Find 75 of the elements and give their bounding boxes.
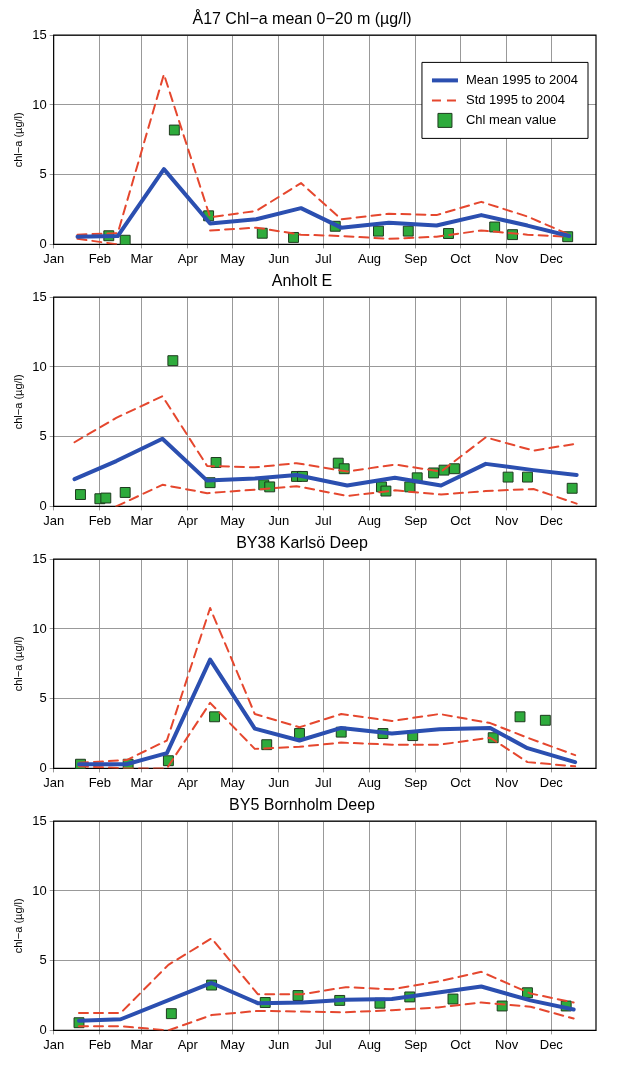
x-tick-label: Nov: [495, 774, 519, 790]
y-tick-label: 5: [39, 166, 47, 182]
legend-label: Mean 1995 to 2004: [465, 71, 579, 87]
x-tick-label: Jun: [268, 1036, 290, 1052]
y-tick-label: 5: [39, 690, 47, 706]
y-axis-title: chl−a (µg/l): [11, 898, 24, 954]
x-tick-label: Feb: [88, 774, 112, 790]
x-tick-label: Mar: [130, 250, 154, 266]
x-tick-label: Aug: [357, 1036, 382, 1052]
x-tick-label: Aug: [357, 512, 382, 528]
x-tick-label: Apr: [177, 774, 199, 790]
x-tick-label: Feb: [88, 512, 112, 528]
x-tick-label: Mar: [130, 1036, 154, 1052]
x-tick-label: Jul: [315, 774, 332, 790]
x-tick-label: May: [220, 250, 246, 266]
x-tick-label: Oct: [450, 512, 471, 528]
y-tick-label: 15: [32, 26, 47, 42]
x-tick-label: Jun: [268, 774, 290, 790]
y-tick-label: 0: [39, 235, 47, 251]
x-tick-label: Aug: [357, 250, 382, 266]
x-tick-label: Oct: [450, 774, 471, 790]
chart-title: Anholt E: [271, 272, 333, 290]
y-tick-label: 0: [39, 497, 47, 513]
x-tick-label: Apr: [177, 512, 199, 528]
x-tick-label: Jul: [315, 512, 332, 528]
legend-label: Std 1995 to 2004: [465, 91, 565, 107]
x-tick-label: Jun: [268, 250, 290, 266]
x-tick-label: May: [220, 512, 246, 528]
x-tick-label: Sep: [404, 512, 428, 528]
x-tick-label: Sep: [404, 250, 428, 266]
x-tick-label: Dec: [539, 250, 564, 266]
chart-title: Å17 Chl−a mean 0−20 m (µg/l): [192, 9, 412, 28]
y-tick-label: 15: [32, 550, 47, 566]
x-tick-label: Sep: [404, 774, 428, 790]
x-tick-label: Dec: [539, 512, 564, 528]
y-tick-label: 0: [39, 759, 47, 775]
x-tick-label: Mar: [130, 512, 154, 528]
y-tick-label: 10: [32, 96, 47, 112]
x-tick-label: Aug: [357, 774, 382, 790]
y-axis-title: chl−a (µg/l): [11, 112, 24, 168]
y-tick-label: 15: [32, 288, 47, 304]
y-tick-label: 15: [32, 812, 47, 828]
x-tick-label: May: [220, 774, 246, 790]
chart-title: BY38 Karlsö Deep: [236, 534, 368, 552]
x-tick-label: Jan: [43, 774, 65, 790]
y-tick-label: 5: [39, 952, 47, 968]
x-tick-label: Mar: [130, 774, 154, 790]
x-tick-label: May: [220, 1036, 246, 1052]
x-tick-label: Dec: [539, 774, 564, 790]
y-tick-label: 10: [32, 882, 47, 898]
x-tick-label: Nov: [495, 250, 519, 266]
x-tick-label: Jul: [315, 250, 332, 266]
x-tick-label: Jan: [43, 512, 65, 528]
x-tick-label: Feb: [88, 250, 112, 266]
x-tick-label: Apr: [177, 1036, 199, 1052]
x-tick-label: Nov: [495, 1036, 519, 1052]
y-tick-label: 10: [32, 358, 47, 374]
x-tick-label: Apr: [177, 250, 199, 266]
x-tick-label: Feb: [88, 1036, 112, 1052]
x-tick-label: Sep: [404, 1036, 428, 1052]
x-tick-label: Oct: [450, 1036, 471, 1052]
x-tick-label: Jun: [268, 512, 290, 528]
x-tick-label: Nov: [495, 512, 519, 528]
x-tick-label: Dec: [539, 1036, 564, 1052]
y-axis-title: chl−a (µg/l): [11, 374, 24, 430]
y-tick-label: 0: [39, 1021, 47, 1037]
legend-label: Chl mean value: [465, 111, 557, 127]
chart-title: BY5 Bornholm Deep: [229, 796, 376, 814]
x-tick-label: Jan: [43, 1036, 65, 1052]
y-tick-label: 10: [32, 620, 47, 636]
y-tick-label: 5: [39, 428, 47, 444]
x-tick-label: Oct: [450, 250, 471, 266]
x-tick-label: Jul: [315, 1036, 332, 1052]
y-axis-title: chl−a (µg/l): [11, 636, 24, 692]
x-tick-label: Jan: [43, 250, 65, 266]
